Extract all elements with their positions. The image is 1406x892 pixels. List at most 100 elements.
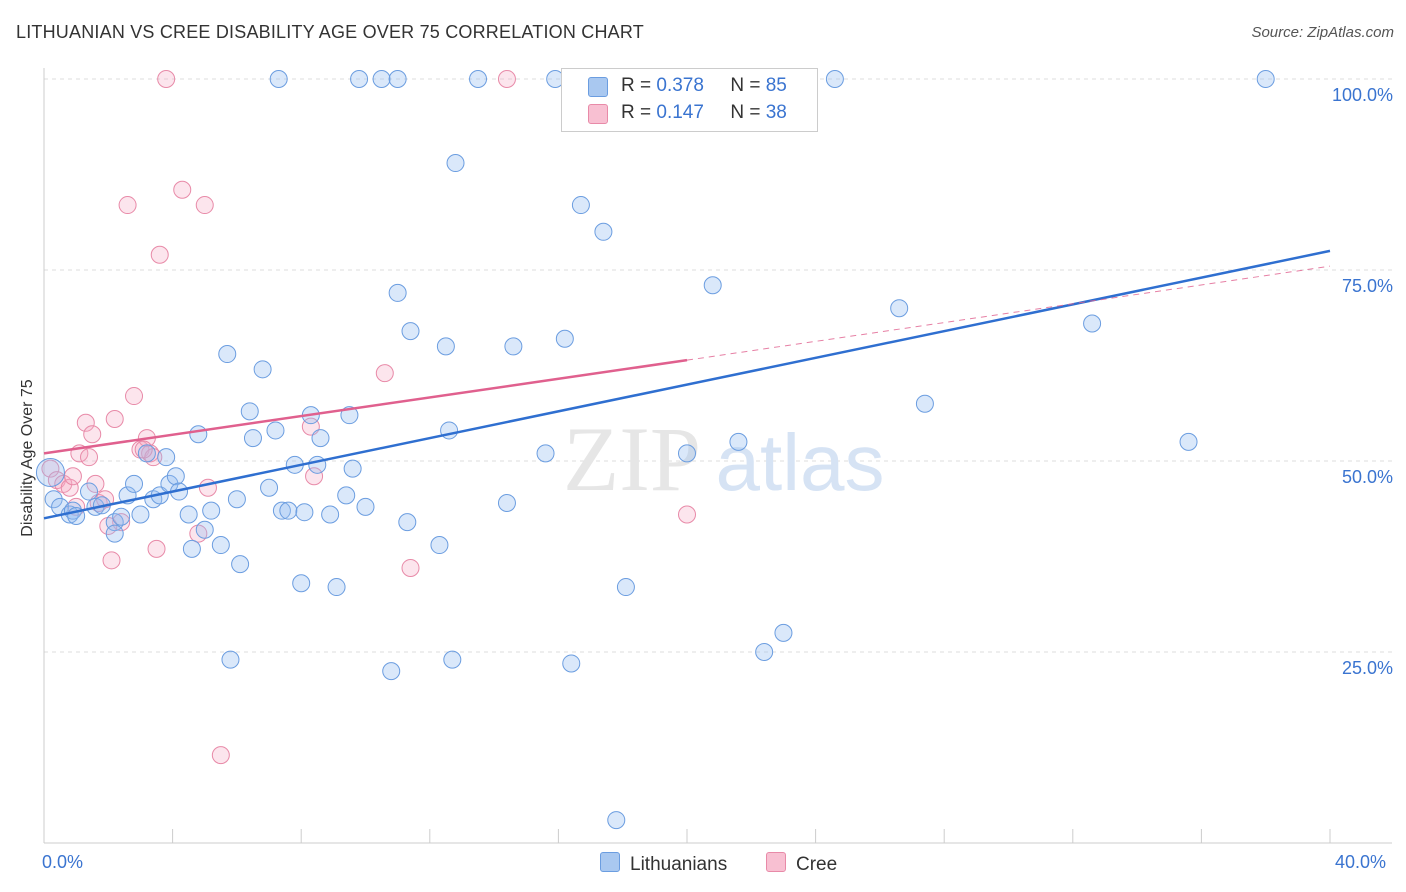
lithuanian-point (137, 444, 156, 463)
cree-point (86, 474, 105, 493)
lithuanian-point (398, 513, 417, 532)
cree-point (173, 180, 192, 199)
lithuanian-point (1256, 70, 1275, 88)
lithuanian-point (327, 578, 346, 597)
lithuanian-point (321, 505, 340, 524)
axes (43, 68, 1392, 844)
lithuanian-point (44, 490, 63, 509)
lithuanian-point (202, 501, 221, 520)
legend-n-label: N = (730, 75, 766, 96)
lithuanian-point (221, 650, 240, 669)
lithuanian-point (308, 455, 327, 474)
lithuanian-point (253, 360, 272, 379)
lithuanian-point (504, 337, 523, 356)
lithuanian-point (80, 482, 99, 501)
bottom-legend-cree[interactable]: Cree (766, 852, 837, 876)
lithuanian-point (105, 524, 124, 543)
lithuanian-point (182, 539, 201, 558)
lithuanian-point (211, 536, 230, 555)
lithuanian-point (227, 490, 246, 509)
bottom-legend-lithuanians[interactable]: Lithuanians (600, 852, 727, 876)
legend-r-label: R = (621, 102, 657, 123)
cree-point (150, 245, 169, 264)
cree-trend-extension (686, 265, 1331, 361)
lithuanian-point (825, 70, 844, 88)
lithuanian-point (703, 276, 722, 295)
lithuanian-point (243, 429, 262, 448)
lithuanian-point (131, 505, 150, 524)
lithuanian-point (446, 154, 465, 173)
lithuanian-point (350, 70, 369, 88)
cree-point (125, 387, 144, 406)
y-tick-label: 50.0% (1342, 467, 1393, 487)
lithuanian-point (555, 329, 574, 348)
lithuanian-point (594, 222, 613, 241)
lithuanian-point (890, 299, 909, 318)
x-tick-min: 0.0% (42, 852, 84, 872)
lithuanian-point (469, 70, 488, 88)
lithuanian-point (279, 501, 298, 520)
lithuanian-point (436, 337, 455, 356)
legend-n-label: N = (730, 102, 766, 123)
cree-point (76, 413, 95, 432)
lithuanian-point (1083, 314, 1102, 333)
grid-lines (44, 78, 1392, 653)
cree-point (41, 459, 60, 478)
lithuanian-point (231, 555, 250, 574)
y-tick-label: 25.0% (1342, 658, 1393, 678)
lithuanian-point (562, 654, 581, 673)
trend-lines (43, 249, 1331, 520)
lithuanian-point (260, 478, 279, 497)
bottom-legend-label: Cree (796, 854, 838, 875)
legend-swatch-cree (588, 104, 608, 124)
bottom-legend-swatch-lithuanians (600, 852, 620, 872)
y-tick-label: 75.0% (1342, 276, 1393, 296)
cree-point (678, 505, 696, 524)
lithuanian-point (166, 467, 185, 486)
x-tick-max: 40.0% (1335, 852, 1387, 872)
bottom-legend-swatch-cree (766, 852, 786, 872)
y-tick-labels: 25.0% 50.0% 75.0% 100.0% (1332, 85, 1393, 678)
cree-point (401, 558, 420, 577)
cree-point (147, 539, 166, 558)
lithuanian-point (915, 394, 934, 413)
lithuanian-point (311, 429, 330, 448)
legend-swatch-lithuanians (588, 77, 608, 97)
lithuanian-point (266, 421, 285, 440)
lithuanian-point (272, 501, 291, 520)
lithuanian-point (125, 474, 144, 493)
lithuanian-point (35, 457, 65, 487)
lithuanians-trend-line (43, 249, 1331, 520)
cree-trend-line (43, 358, 688, 455)
lithuanian-point (295, 503, 314, 522)
chart-title: LITHUANIAN VS CREE DISABILITY AGE OVER 7… (16, 22, 644, 42)
lithuanian-point (195, 520, 214, 539)
legend-r-label: R = (621, 75, 657, 96)
legend-r-value: 0.147 (656, 102, 704, 123)
lithuanian-point (388, 283, 407, 302)
lithuanian-point (343, 459, 362, 478)
lithuanian-point (240, 402, 259, 421)
cree-point (305, 467, 324, 486)
lithuanian-point (292, 574, 311, 593)
lithuanian-point (729, 432, 748, 451)
source-label: Source: ZipAtlas.com (1251, 24, 1394, 41)
cree-point (80, 448, 99, 467)
cree-point (102, 551, 121, 570)
bottom-legend-label: Lithuanians (630, 854, 728, 875)
correlation-legend: R = 0.378 N = 85 R = 0.147 N = 38 (561, 68, 818, 132)
watermark: ZIP atlas (563, 408, 884, 510)
legend-r-value: 0.378 (656, 75, 704, 96)
lithuanian-point (774, 623, 793, 642)
lithuanian-point (443, 650, 462, 669)
lithuanian-point (678, 444, 696, 463)
series-lithuanians (35, 70, 1275, 830)
lithuanian-point (607, 811, 626, 830)
cree-point (60, 478, 79, 497)
cree-point (83, 425, 102, 444)
lithuanian-point (189, 425, 208, 444)
lithuanian-point (755, 643, 774, 661)
lithuanian-point (112, 507, 131, 526)
legend-n-value: 38 (765, 102, 787, 123)
lithuanian-point (536, 444, 555, 463)
